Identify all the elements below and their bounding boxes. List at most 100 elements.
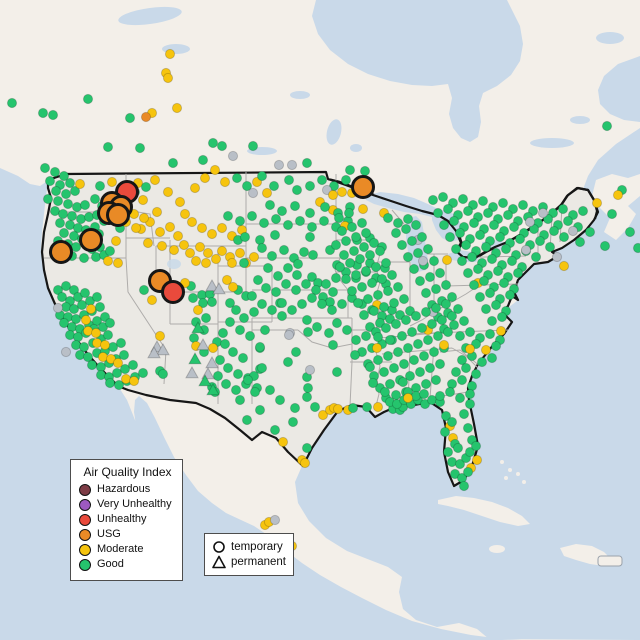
aqi-monitor-dot[interactable] [269, 424, 281, 436]
aqi-monitor-dot[interactable] [186, 216, 198, 228]
aqi-monitor-dot[interactable] [490, 340, 502, 352]
aqi-monitor-dot[interactable] [247, 187, 259, 199]
aqi-monitor-dot[interactable] [396, 330, 408, 342]
aqi-monitor-dot[interactable] [89, 193, 101, 205]
aqi-monitor-dot[interactable] [162, 186, 174, 198]
aqi-monitor-dot[interactable] [397, 376, 409, 388]
aqi-monitor-dot[interactable] [348, 245, 360, 257]
aqi-monitor-dot[interactable] [446, 416, 458, 428]
aqi-monitor-dot[interactable] [419, 398, 431, 410]
aqi-monitor-dot[interactable] [528, 223, 540, 235]
aqi-monitor-dot[interactable] [206, 228, 218, 240]
aqi-monitor-dot[interactable] [418, 388, 430, 400]
aqi-monitor-dot[interactable] [306, 221, 318, 233]
aqi-monitor-dot[interactable] [530, 251, 542, 263]
aqi-monitor-permanent-triangle[interactable] [198, 373, 212, 387]
aqi-monitor-dot[interactable] [390, 318, 402, 330]
aqi-monitor-dot[interactable] [296, 298, 308, 310]
aqi-monitor-dot[interactable] [406, 235, 418, 247]
aqi-monitor-dot[interactable] [456, 354, 468, 366]
aqi-monitor-dot[interactable] [47, 109, 59, 121]
aqi-monitor-dot[interactable] [420, 378, 432, 390]
aqi-monitor-dot[interactable] [111, 367, 123, 379]
aqi-monitor-dot[interactable] [470, 440, 482, 452]
aqi-monitor-dot[interactable] [58, 227, 70, 239]
aqi-monitor-dot[interactable] [370, 261, 382, 273]
aqi-monitor-dot[interactable] [231, 172, 243, 184]
aqi-monitor-dot[interactable] [276, 205, 288, 217]
aqi-monitor-dot[interactable] [558, 260, 570, 272]
aqi-monitor-dot[interactable] [244, 330, 256, 342]
aqi-monitor-dot[interactable] [458, 408, 470, 420]
aqi-monitor-dot[interactable] [168, 244, 180, 256]
aqi-monitor-dot[interactable] [74, 178, 86, 190]
aqi-monitor-dot[interactable] [323, 327, 335, 339]
aqi-monitor-dot[interactable] [402, 392, 414, 404]
aqi-monitor-permanent-triangle[interactable] [212, 281, 226, 295]
aqi-monitor-dot[interactable] [274, 394, 286, 406]
aqi-monitor-dot[interactable] [331, 366, 343, 378]
aqi-monitor-dot[interactable] [49, 166, 61, 178]
aqi-monitor-dot[interactable] [113, 379, 125, 391]
aqi-monitor-dot[interactable] [164, 221, 176, 233]
aqi-monitor-dot[interactable] [371, 342, 383, 354]
aqi-monitor-dot[interactable] [316, 298, 328, 310]
aqi-monitor-dot[interactable] [194, 241, 206, 253]
aqi-monitor-dot[interactable] [490, 299, 502, 311]
aqi-monitor-dot[interactable] [350, 231, 362, 243]
aqi-monitor-dot[interactable] [60, 188, 72, 200]
aqi-monitor-dot[interactable] [79, 287, 91, 299]
aqi-monitor-dot[interactable] [456, 374, 468, 386]
aqi-monitor-dot[interactable] [58, 317, 70, 329]
aqi-monitor-dot[interactable] [309, 401, 321, 413]
aqi-monitor-dot[interactable] [367, 377, 379, 389]
aqi-monitor-dot[interactable] [534, 235, 546, 247]
aqi-monitor-dot[interactable] [260, 282, 272, 294]
aqi-monitor-dot[interactable] [380, 322, 392, 334]
aqi-monitor-dot[interactable] [424, 362, 436, 374]
aqi-monitor-dot[interactable] [104, 317, 116, 329]
aqi-monitor-dot[interactable] [624, 226, 636, 238]
aqi-monitor-dot[interactable] [264, 384, 276, 396]
aqi-monitor-dot[interactable] [276, 297, 288, 309]
aqi-monitor-dot[interactable] [130, 222, 142, 234]
aqi-monitor-dot[interactable] [299, 457, 311, 469]
aqi-monitor-dot[interactable] [520, 244, 532, 256]
aqi-monitor-dot[interactable] [282, 262, 294, 274]
aqi-monitor-dot[interactable] [316, 174, 328, 186]
aqi-monitor-dot[interactable] [450, 243, 462, 255]
aqi-monitor-dot[interactable] [286, 159, 298, 171]
aqi-monitor-dot[interactable] [420, 306, 432, 318]
aqi-monitor-dot[interactable] [227, 346, 239, 358]
aqi-monitor-permanent-triangle[interactable] [205, 355, 219, 369]
aqi-monitor-dot[interactable] [137, 194, 149, 206]
aqi-monitor-dot[interactable] [392, 217, 404, 229]
aqi-monitor-dot[interactable] [412, 247, 424, 259]
aqi-monitor-dot[interactable] [219, 176, 231, 188]
aqi-monitor-dot[interactable] [234, 324, 246, 336]
aqi-monitor-dot[interactable] [454, 458, 466, 470]
aqi-monitor-dot[interactable] [474, 229, 486, 241]
aqi-monitor-dot[interactable] [217, 327, 229, 339]
aqi-monitor-dot[interactable] [466, 251, 478, 263]
aqi-monitor-dot[interactable] [140, 181, 152, 193]
aqi-monitor-dot[interactable] [319, 201, 331, 213]
aqi-monitor-dot[interactable] [256, 298, 268, 310]
aqi-monitor-dot[interactable] [390, 227, 402, 239]
aqi-monitor-dot[interactable] [256, 170, 268, 182]
aqi-monitor-dot[interactable] [241, 414, 253, 426]
aqi-monitor-dot[interactable] [517, 199, 529, 211]
aqi-monitor-dot[interactable] [146, 294, 158, 306]
aqi-monitor-dot[interactable] [42, 193, 54, 205]
aqi-monitor-dot[interactable] [254, 341, 266, 353]
aqi-monitor-dot[interactable] [37, 107, 49, 119]
aqi-monitor-dot[interactable] [138, 212, 150, 224]
aqi-monitor-dot[interactable] [334, 261, 346, 273]
aqi-monitor-dot[interactable] [376, 273, 388, 285]
aqi-monitor-temporary-circle[interactable] [351, 175, 375, 199]
aqi-monitor-dot[interactable] [494, 231, 506, 243]
aqi-monitor-dot[interactable] [606, 208, 618, 220]
aqi-monitor-dot[interactable] [471, 454, 483, 466]
aqi-monitor-dot[interactable] [106, 176, 118, 188]
aqi-monitor-dot[interactable] [273, 159, 285, 171]
